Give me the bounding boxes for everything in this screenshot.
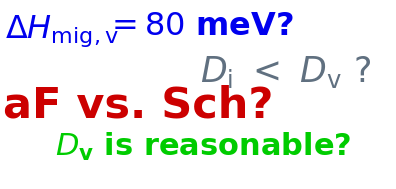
- Text: $\mathit{D}_{\mathregular{v}}$ is reasonable?: $\mathit{D}_{\mathregular{v}}$ is reason…: [55, 131, 351, 163]
- Text: $\Delta \mathit{H}_{\mathregular{mig,v}}$: $\Delta \mathit{H}_{\mathregular{mig,v}}…: [5, 14, 119, 50]
- Text: aF vs. Sch?: aF vs. Sch?: [3, 84, 273, 126]
- Text: $\mathit{D}_{\mathregular{i}}\ <\ \mathit{D}_{\mathregular{v}}\ ?$: $\mathit{D}_{\mathregular{i}}\ <\ \mathi…: [200, 54, 371, 90]
- Text: $= 80\ \mathregular{meV?}$: $= 80\ \mathregular{meV?}$: [105, 11, 294, 42]
